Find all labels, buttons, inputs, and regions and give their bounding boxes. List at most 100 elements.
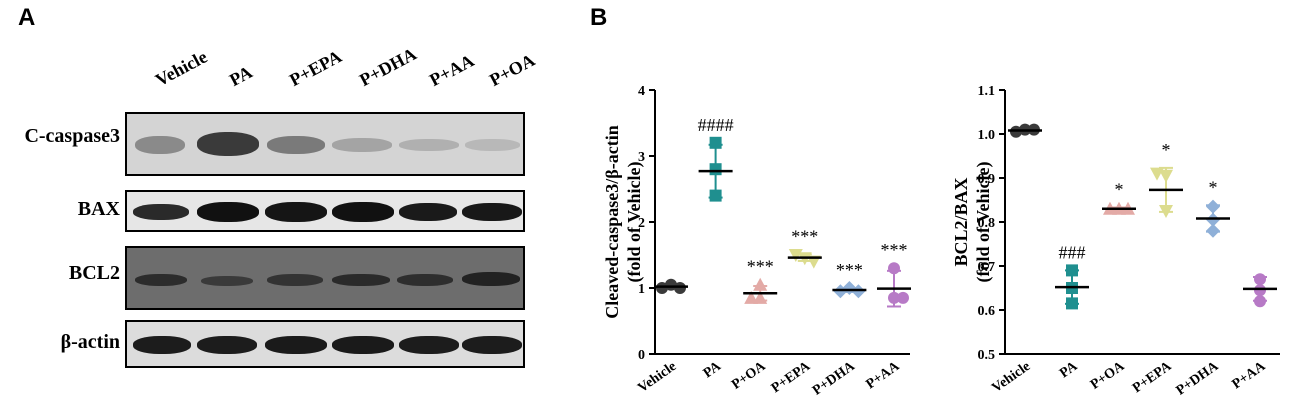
significance-label: * — [1162, 140, 1171, 160]
category-group-p-oa — [1102, 201, 1136, 215]
category-group-vehicle — [654, 278, 688, 294]
y-tick-label: 0.5 — [978, 348, 996, 363]
data-point — [1206, 223, 1220, 238]
band — [265, 336, 327, 354]
x-tick-label: P+EPA — [1130, 358, 1175, 396]
data-point — [1206, 212, 1220, 227]
blot-c-caspase3 — [125, 112, 525, 176]
data-point — [888, 262, 900, 275]
band — [197, 336, 257, 354]
category-group-p-epa — [787, 249, 822, 269]
data-point — [1066, 297, 1078, 310]
band — [399, 139, 459, 151]
data-point — [842, 281, 857, 295]
data-point — [674, 282, 686, 294]
x-tick-label: Vehicle — [989, 359, 1033, 396]
y-tick-label: 0.7 — [978, 260, 996, 275]
band — [197, 202, 259, 222]
x-tick-label: P+AA — [864, 358, 903, 392]
blot-label-bax: BAX — [77, 198, 120, 220]
band — [267, 274, 323, 286]
data-point — [1206, 199, 1220, 214]
x-tick-label: P+DHA — [810, 358, 858, 398]
category-group-p-dha — [1196, 199, 1230, 238]
significance-label: *** — [881, 240, 908, 260]
category-group-p-oa — [743, 277, 778, 304]
x-tick-label: P+DHA — [1174, 358, 1222, 398]
band — [201, 276, 253, 286]
data-point — [753, 277, 768, 291]
band — [462, 336, 522, 354]
band — [133, 204, 189, 220]
x-tick-label: P+OA — [729, 358, 769, 392]
cleaved-caspase3-chart: Cleaved-caspase3/β-actin (fold of Vehicle… — [602, 84, 911, 399]
data-point — [753, 290, 768, 304]
band — [462, 272, 520, 286]
y-tick-label: 4 — [638, 84, 645, 99]
data-point — [1254, 295, 1266, 308]
y-tick-label: 0.6 — [978, 304, 996, 319]
band — [332, 202, 394, 222]
data-point — [709, 189, 722, 202]
y-tick-label: 2 — [638, 216, 645, 231]
data-point — [1159, 169, 1173, 183]
lane-label: P+DHA — [356, 43, 420, 91]
y-axis-label: Cleaved-caspase3/β-actin (fold of Vehicle… — [602, 125, 645, 318]
blot-label-beta-actin: β-actin — [60, 331, 120, 353]
blot-beta-actin — [125, 320, 525, 368]
lane-label: Vehicle — [152, 46, 211, 91]
data-point — [709, 163, 722, 176]
data-point — [897, 291, 909, 304]
x-tick-label: PA — [1057, 358, 1081, 381]
band — [197, 132, 259, 156]
data-point — [1010, 125, 1022, 138]
category-group-p-epa — [1149, 166, 1183, 218]
significance-label: *** — [836, 260, 863, 280]
data-point — [1159, 205, 1173, 218]
blot-label-c-caspase3: C-caspase3 — [24, 125, 120, 147]
y-tick-label: 1.0 — [978, 128, 996, 143]
data-point — [851, 284, 866, 299]
band — [399, 203, 457, 221]
category-group-vehicle — [1008, 123, 1042, 138]
data-point — [888, 291, 900, 304]
significance-label: *** — [747, 257, 774, 277]
significance-label: * — [1115, 179, 1124, 199]
data-point — [1254, 273, 1266, 286]
band — [267, 136, 325, 154]
x-tick-label: P+EPA — [769, 358, 814, 396]
blot-label-bcl2: BCL2 — [68, 262, 120, 284]
x-tick-label: P+OA — [1088, 358, 1128, 392]
category-group-pa — [1055, 264, 1089, 310]
category-group-p-aa — [1243, 273, 1277, 308]
bcl2-bax-chart: BCL2/BAX (fold of Vehicle) 0.5 0.6 0.7 0.8 0.9… — [951, 84, 1280, 399]
data-point — [1254, 284, 1266, 297]
category-group-pa — [698, 136, 733, 202]
band — [135, 136, 185, 154]
blot-bcl2 — [125, 246, 525, 310]
significance-label: * — [1209, 177, 1218, 197]
lane-label: P+AA — [426, 50, 478, 91]
band — [332, 274, 390, 286]
x-tick-label: P+AA — [1230, 358, 1269, 392]
band — [133, 336, 191, 354]
band — [465, 139, 520, 151]
band — [462, 203, 522, 221]
significance-label: ### — [1059, 242, 1086, 262]
data-point — [833, 284, 848, 299]
data-point — [788, 249, 803, 262]
x-tick-label: PA — [701, 358, 725, 381]
band — [399, 336, 459, 354]
blot-bax — [125, 190, 525, 232]
lane-label: P+EPA — [286, 46, 345, 91]
significance-label: *** — [791, 226, 818, 246]
lane-label: PA — [226, 61, 256, 91]
lane-label: P+OA — [486, 49, 539, 91]
category-group-p-dha — [832, 281, 867, 299]
y-tick-label: 3 — [638, 150, 645, 165]
data-point — [744, 290, 759, 304]
panel-b-letter: B — [590, 4, 608, 31]
data-point — [709, 136, 722, 149]
y-axis-label: BCL2/BAX (fold of Vehicle) — [951, 162, 994, 283]
data-point — [1066, 264, 1078, 277]
